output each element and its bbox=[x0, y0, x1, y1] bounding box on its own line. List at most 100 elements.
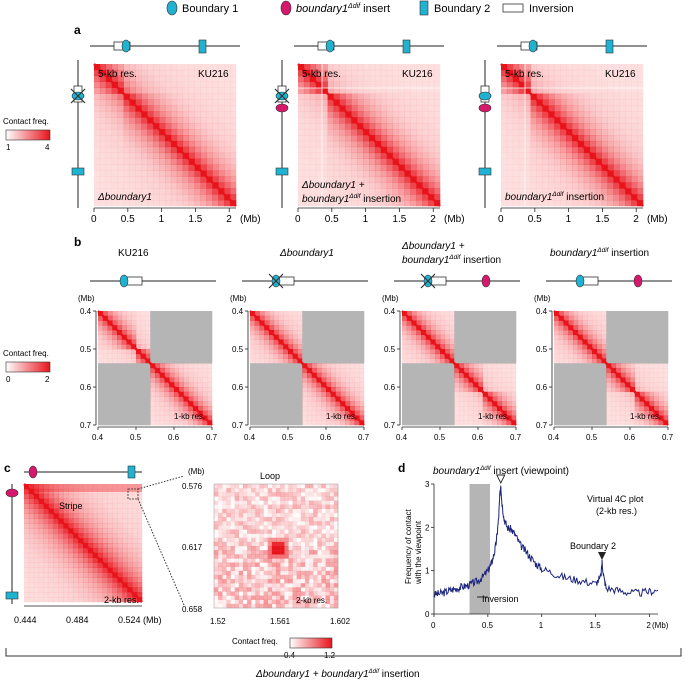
heatmap-cell bbox=[416, 353, 422, 359]
heatmap-cell bbox=[639, 363, 645, 369]
heatmap-cell bbox=[435, 415, 441, 421]
heatmap-cell bbox=[200, 194, 207, 201]
heatmap-cell bbox=[363, 99, 370, 106]
heatmap-cell bbox=[230, 123, 237, 130]
heatmap-cell bbox=[473, 311, 479, 317]
heatmap-cell bbox=[126, 334, 132, 340]
heatmap-cell bbox=[107, 543, 113, 549]
heatmap-cell bbox=[48, 547, 54, 554]
heatmap-cell bbox=[619, 117, 626, 124]
heatmap-cell bbox=[487, 372, 493, 378]
loop-cell bbox=[317, 492, 322, 497]
heatmap-cell bbox=[339, 111, 346, 118]
heatmap-cell bbox=[68, 488, 74, 495]
heatmap-cell bbox=[206, 152, 213, 159]
heatmap-cell bbox=[307, 320, 313, 326]
heatmap-cell bbox=[595, 87, 602, 94]
heatmap-cell bbox=[207, 391, 213, 397]
heatmap-cell bbox=[273, 396, 279, 402]
heatmap-cell bbox=[188, 349, 194, 355]
heatmap-cell bbox=[188, 330, 194, 336]
heatmap-cell bbox=[117, 93, 124, 100]
heatmap-cell bbox=[615, 330, 621, 336]
heatmap-cell bbox=[83, 587, 89, 593]
heatmap-cell bbox=[94, 75, 101, 83]
heatmap-cell bbox=[339, 158, 346, 165]
heatmap-cell bbox=[38, 533, 44, 539]
heatmap-cell bbox=[501, 87, 508, 94]
heatmap-cell bbox=[126, 311, 132, 317]
heatmap-cell bbox=[511, 320, 517, 326]
heatmap-cell bbox=[183, 349, 189, 355]
heatmap-cell bbox=[250, 406, 256, 412]
heatmap-cell bbox=[473, 353, 479, 359]
heatmap-cell bbox=[48, 503, 54, 509]
heatmap-cell bbox=[592, 368, 598, 374]
heatmap-cell bbox=[649, 377, 655, 383]
heatmap-cell bbox=[326, 420, 332, 426]
heatmap-cell bbox=[48, 493, 54, 500]
heatmap-cell bbox=[444, 410, 450, 416]
heatmap-cell bbox=[178, 387, 184, 393]
heatmap-cell bbox=[183, 311, 189, 317]
heatmap-cell bbox=[53, 567, 59, 573]
heatmap-cell bbox=[345, 315, 351, 321]
heatmap-cell bbox=[392, 182, 399, 189]
heatmap-cell bbox=[207, 325, 213, 331]
heatmap-cell bbox=[132, 488, 138, 495]
heatmap-cell bbox=[99, 99, 107, 106]
heatmap-cell bbox=[131, 363, 137, 369]
heatmap-cell bbox=[416, 334, 422, 340]
loop-cell bbox=[321, 496, 326, 501]
heatmap-cell bbox=[501, 387, 507, 393]
loop-cell bbox=[238, 496, 244, 501]
heatmap-cell bbox=[169, 344, 175, 350]
heatmap-cell bbox=[188, 188, 195, 195]
heatmap-cell bbox=[307, 358, 313, 364]
heatmap-cell bbox=[188, 176, 195, 183]
heatmap-cell bbox=[663, 406, 669, 412]
heatmap-cell bbox=[634, 320, 640, 326]
heatmap-cell bbox=[459, 396, 465, 402]
heatmap-cell bbox=[613, 164, 620, 171]
heatmap-cell bbox=[43, 543, 49, 549]
heatmap-cell bbox=[357, 146, 364, 154]
heatmap-cell bbox=[542, 117, 549, 124]
heatmap-cell bbox=[425, 320, 431, 326]
heatmap-cell bbox=[200, 140, 207, 148]
heatmap-cell bbox=[601, 140, 608, 148]
heatmap-cell bbox=[354, 401, 360, 407]
heatmap-cell bbox=[105, 69, 113, 77]
heatmap-cell bbox=[159, 401, 165, 407]
inversion-icon bbox=[581, 276, 599, 286]
heatmap-cell bbox=[197, 368, 203, 374]
heatmap-cell bbox=[601, 353, 607, 359]
heatmap-cell bbox=[122, 528, 128, 534]
heatmap-cell bbox=[478, 334, 484, 340]
heatmap-cell bbox=[482, 368, 488, 374]
heatmap-cell bbox=[33, 552, 40, 559]
heatmap-cell bbox=[127, 547, 133, 554]
heatmap-cell bbox=[548, 129, 555, 136]
heatmap-cell bbox=[587, 420, 593, 426]
heatmap-cell bbox=[625, 176, 632, 183]
heatmap-cell bbox=[566, 69, 573, 77]
heatmap-cell bbox=[611, 315, 617, 321]
heatmap-cell bbox=[164, 330, 170, 336]
heatmap-cell bbox=[68, 557, 74, 563]
heatmap-cell bbox=[107, 547, 113, 554]
heatmap-cell bbox=[278, 420, 284, 426]
heatmap-cell bbox=[136, 320, 142, 326]
heatmap-cell bbox=[487, 325, 493, 331]
heatmap-cell bbox=[303, 170, 311, 177]
heatmap-cell bbox=[316, 420, 322, 426]
heatmap-cell bbox=[117, 368, 123, 374]
heatmap-cell bbox=[112, 334, 118, 340]
heatmap-cell bbox=[511, 391, 517, 397]
heatmap-cell bbox=[611, 406, 617, 412]
heatmap-cell bbox=[482, 406, 488, 412]
heatmap-cell bbox=[359, 382, 365, 388]
heatmap-cell bbox=[102, 349, 108, 355]
heatmap-cell bbox=[589, 182, 596, 189]
heatmap-cell bbox=[406, 334, 412, 340]
